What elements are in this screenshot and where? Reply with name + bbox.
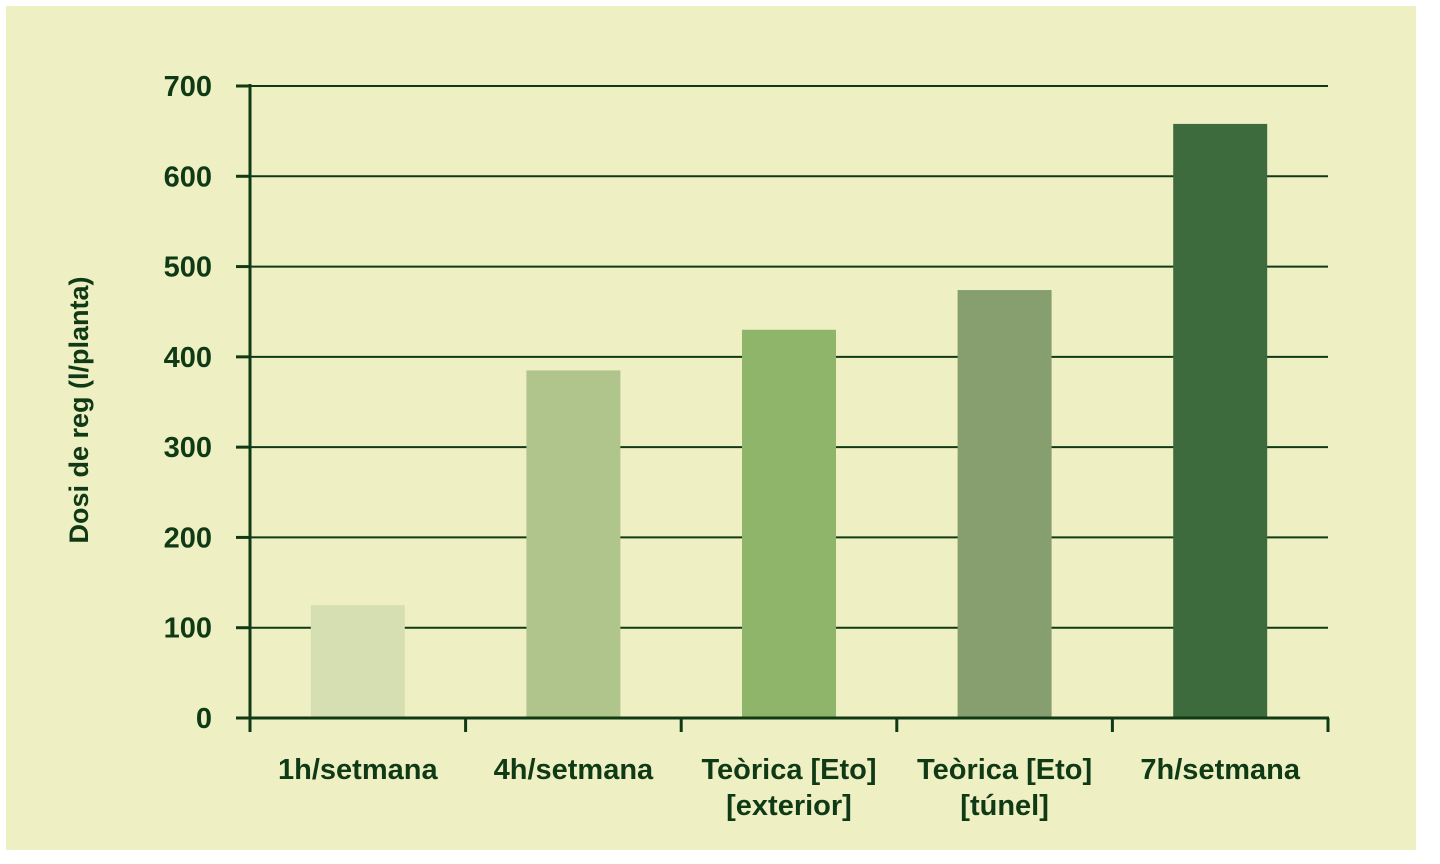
y-tick-label: 300 <box>164 432 212 464</box>
x-tick-label-line: 1h/setmana <box>278 754 438 786</box>
x-tick-label-line: 4h/setmana <box>494 754 654 786</box>
y-tick-label: 200 <box>164 522 212 554</box>
y-tick-label: 600 <box>164 161 212 193</box>
bar <box>957 290 1052 718</box>
x-tick-label: 1h/setmana <box>278 754 438 786</box>
bar <box>310 605 405 718</box>
bar <box>1173 123 1268 719</box>
bar <box>742 329 836 718</box>
y-tick-labels: 0 100 200 300 400 500 600 700 <box>164 71 212 735</box>
x-tick-labels: 1h/setmana 4h/setmana Teòrica [Eto] [exteri… <box>278 754 1301 822</box>
axes <box>236 84 1330 732</box>
x-tick-label: Teòrica [Eto] [exterior] <box>701 754 876 822</box>
y-tick-label: 100 <box>164 613 212 645</box>
x-tick-label-line: [túnel] <box>960 790 1049 822</box>
x-tick-label: 4h/setmana <box>494 754 654 786</box>
y-tick-label: 0 <box>196 703 212 735</box>
x-tick-label-line: 7h/setmana <box>1140 754 1300 786</box>
y-axis-label: Dosi de reg (l/planta) <box>64 276 94 543</box>
y-tick-label: 400 <box>164 342 212 374</box>
x-tick-label: Teòrica [Eto] [túnel] <box>917 754 1092 822</box>
bar <box>526 370 621 718</box>
x-tick-label-line: Teòrica [Eto] <box>701 754 876 786</box>
y-tick-label: 700 <box>164 71 212 103</box>
bars <box>310 123 1268 719</box>
x-tick-label-line: [exterior] <box>726 790 852 822</box>
y-tick-label: 500 <box>164 252 212 284</box>
x-tick-label-line: Teòrica [Eto] <box>917 754 1092 786</box>
x-tick-label: 7h/setmana <box>1140 754 1300 786</box>
